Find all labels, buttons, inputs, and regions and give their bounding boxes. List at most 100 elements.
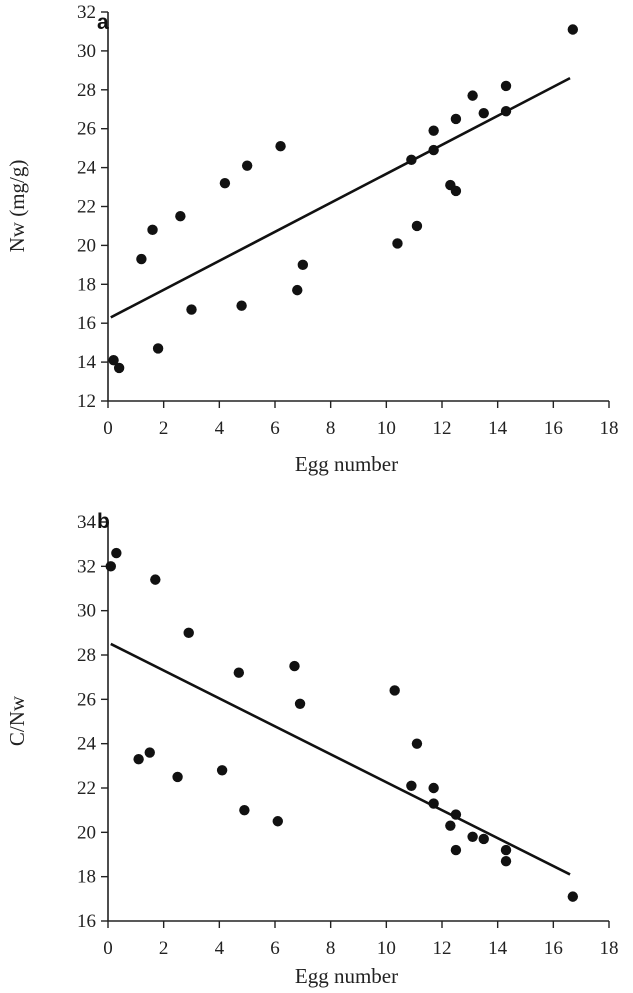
panel-a-x-tick-label: 4 <box>215 418 225 439</box>
panel-a-y-tick-label: 20 <box>77 235 96 256</box>
panel-b-x-tick-label: 2 <box>159 938 169 959</box>
panel-a-axes <box>107 12 609 402</box>
panel-a-data-point <box>297 259 309 271</box>
panel-b-letter: b <box>97 510 110 533</box>
panel-a-y-tick-label: 18 <box>77 274 96 295</box>
panel-a-data-point <box>450 185 462 197</box>
panel-b-data-point <box>144 747 155 758</box>
panel-b-data-point <box>500 855 512 867</box>
panel-b-data-point <box>389 685 400 696</box>
panel-b-y-tick-label: 34 <box>77 512 97 533</box>
panel-b-axes <box>107 522 609 922</box>
panel-a-data-point <box>450 113 462 125</box>
panel-b-data-point <box>411 738 423 749</box>
panel-b-data-point <box>450 844 462 856</box>
panel-b-y-tick-label: 22 <box>77 778 96 799</box>
panel-a-y-tick-label: 12 <box>77 391 96 412</box>
panel-a-data-point <box>292 284 303 296</box>
panel-b-data-point <box>172 771 183 783</box>
panel-b-y-tick-label: 20 <box>77 822 96 843</box>
panel-a-data-point <box>219 177 231 189</box>
panel-a-data-point <box>175 211 186 222</box>
panel-b-data-point <box>428 782 439 794</box>
panel-b-x-tick-label: 12 <box>433 938 452 959</box>
panel-b-y-tick-label: 28 <box>77 645 96 666</box>
panel-b-x-axis-title: Egg number <box>295 964 398 988</box>
panel-a-data-point <box>428 144 439 156</box>
panel-b-y-axis-title: C/Nw <box>5 695 29 746</box>
panel-a-data-point <box>113 362 125 374</box>
panel-a-y-tick-label: 30 <box>77 41 96 62</box>
panel-b-x-tick-label: 8 <box>326 938 336 959</box>
panel-b-data-point <box>272 816 283 827</box>
panel-a-data-point <box>236 300 247 311</box>
panel-a-data-point <box>428 125 439 136</box>
panel-a-trend-line <box>110 76 571 319</box>
panel-a-y-tick-label: 24 <box>77 158 97 179</box>
panel-a-data-point <box>136 253 147 265</box>
panel-a-data-point <box>406 154 417 166</box>
panel-a-data-point <box>152 343 164 354</box>
panel-b-x-tick-label: 0 <box>103 938 113 959</box>
panel-a-x-tick-label: 14 <box>488 418 508 439</box>
panel-a-data-point <box>108 354 119 366</box>
panel-b-y-tick-label: 18 <box>77 867 96 888</box>
panel-a-data-point <box>147 224 158 236</box>
panel-b-data-point <box>467 831 478 842</box>
panel-b-data-point <box>239 804 250 816</box>
panel-b-y-tick-label: 24 <box>77 734 97 755</box>
panel-a-y-tick-label: 28 <box>77 80 96 101</box>
panel-a-x-tick-label: 12 <box>433 418 452 439</box>
panel-b-data-point <box>105 561 116 572</box>
panel-a-data-point <box>392 238 403 249</box>
panel-b-data-point <box>289 660 300 672</box>
panel-b-data-point <box>428 798 439 809</box>
panel-b-y-tick-label: 26 <box>77 689 96 710</box>
panel-b-x-tick-label: 4 <box>215 938 225 959</box>
panel-a-x-tick-label: 16 <box>544 418 563 439</box>
panel-b-data-point <box>216 765 228 776</box>
panel-a-x-tick-label: 10 <box>377 418 396 439</box>
panel-b-x-tick-label: 18 <box>600 938 619 959</box>
panel-b-y-tick-label: 16 <box>77 911 96 932</box>
panel-a-x-tick-label: 6 <box>270 418 280 439</box>
panel-a-x-tick-label: 2 <box>159 418 169 439</box>
panel-b-x-tick-label: 10 <box>377 938 396 959</box>
panel-b-y-tick-label: 30 <box>77 601 96 622</box>
panel-b-data-point <box>450 809 462 820</box>
panel-b-data-point <box>567 891 579 902</box>
panel-a-data-point <box>241 160 253 171</box>
panel-b-data-point <box>294 698 306 709</box>
panel-a-y-tick-label: 26 <box>77 119 96 140</box>
panel-a-y-tick-label: 22 <box>77 197 96 218</box>
panel-a-y-tick-label: 32 <box>77 2 96 23</box>
panel-a-y-tick-label: 14 <box>77 352 97 373</box>
panel-a-y-tick-label: 16 <box>77 313 96 334</box>
panel-a-data-point <box>467 90 478 101</box>
panel-b-data-point <box>500 844 512 856</box>
panel-a-x-tick-label: 18 <box>600 418 619 439</box>
panel-a-x-tick-label: 0 <box>103 418 113 439</box>
panel-a-data-point <box>567 24 579 35</box>
panel-b-x-tick-label: 6 <box>270 938 280 959</box>
panel-b-x-tick-label: 14 <box>488 938 508 959</box>
panel-a-data-point <box>500 105 512 117</box>
panel-a-x-axis-title: Egg number <box>295 452 398 476</box>
panel-b-data-point <box>406 780 417 791</box>
panel-b-data-point <box>111 547 122 559</box>
panel-a-x-tick-label: 8 <box>326 418 336 439</box>
panel-b-y-tick-label: 32 <box>77 556 96 577</box>
panel-b-data-point <box>233 667 245 678</box>
panel-a-letter: a <box>97 11 109 34</box>
panel-b-data-point <box>183 627 194 639</box>
panel-b-trend-line <box>110 642 571 876</box>
panel-a-data-point <box>411 220 423 232</box>
panel-b-data-point <box>478 833 489 845</box>
panel-b-data-point <box>445 820 456 831</box>
panel-b-x-tick-label: 16 <box>544 938 563 959</box>
panel-a-data-point <box>275 141 286 152</box>
panel-b-data-point <box>150 574 161 585</box>
